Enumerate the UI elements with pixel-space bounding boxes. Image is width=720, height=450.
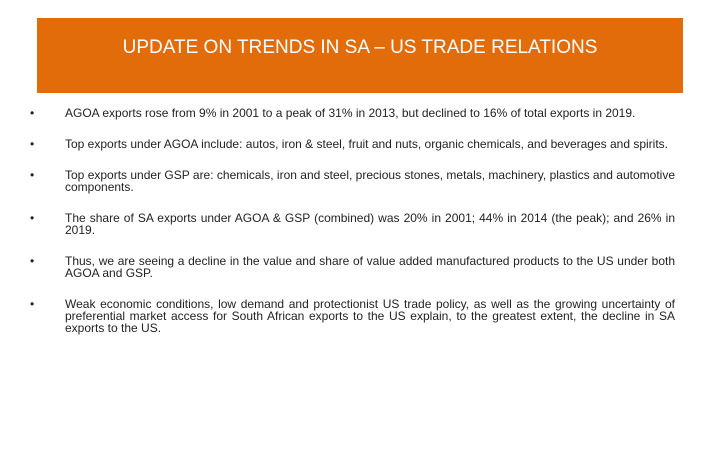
bullet: Top exports under GSP are: chemicals, ir… [30,169,675,193]
bullet: AGOA exports rose from 9% in 2001 to a p… [30,107,675,119]
bullet: Weak economic conditions, low demand and… [30,298,675,334]
header-bar: UPDATE ON TRENDS IN SA – US TRADE RELATI… [37,18,683,93]
bullet: Top exports under AGOA include: autos, i… [30,138,675,150]
bullet: Thus, we are seeing a decline in the val… [30,255,675,279]
title: UPDATE ON TRENDS IN SA – US TRADE RELATI… [122,37,598,58]
bullet: The share of SA exports under AGOA & GSP… [30,212,675,236]
bullet-list: AGOA exports rose from 9% in 2001 to a p… [30,107,675,353]
